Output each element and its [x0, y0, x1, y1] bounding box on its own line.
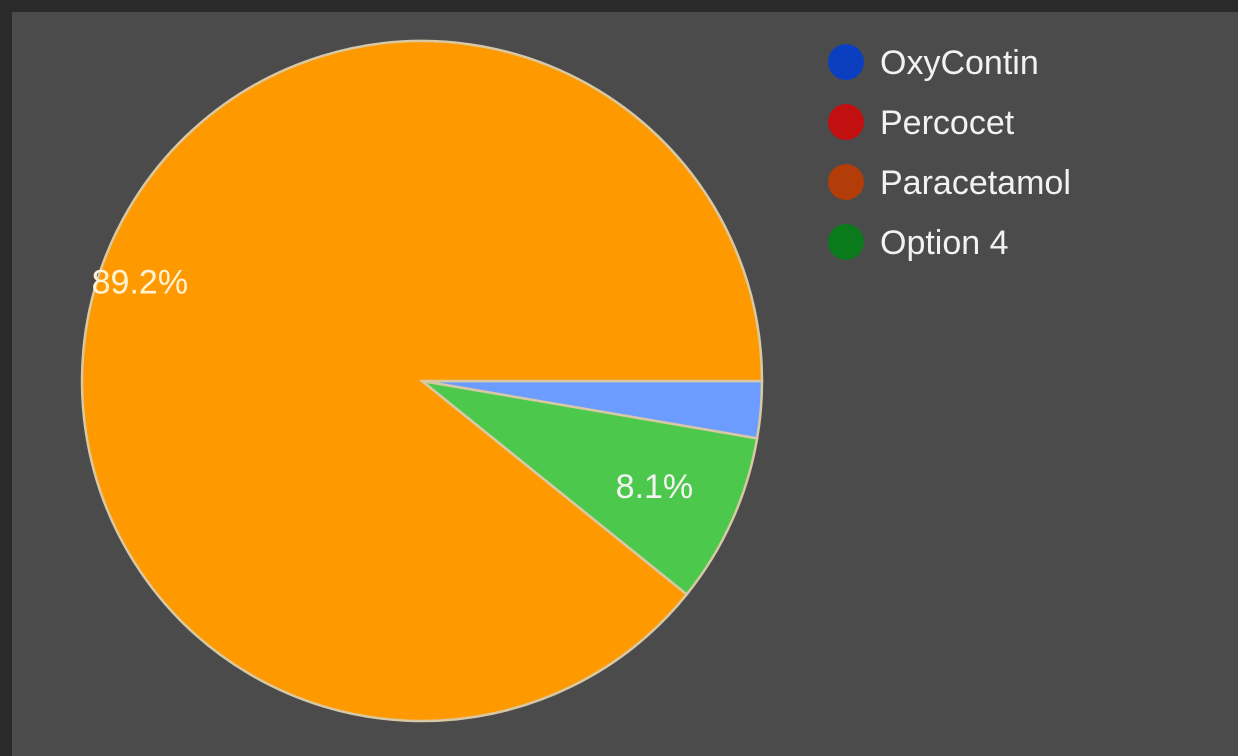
legend-label-percocet: Percocet — [880, 104, 1015, 142]
legend-label-paracetamol: Paracetamol — [880, 164, 1071, 202]
legend-swatch-option-4 — [828, 224, 864, 260]
legend-label-oxycontin: OxyContin — [880, 44, 1039, 82]
legend-label-option-4: Option 4 — [880, 224, 1009, 262]
legend-swatch-oxycontin — [828, 44, 864, 80]
legend-swatch-paracetamol — [828, 164, 864, 200]
data-label-option-4: 89.2% — [92, 263, 188, 301]
legend: OxyContin Percocet Paracetamol Option 4 — [828, 44, 1071, 262]
data-label-percocet: 8.1% — [616, 468, 694, 506]
pie-slice-percocet — [417, 378, 759, 597]
legend-swatch-percocet — [828, 104, 864, 140]
pie-slice-option-4 — [80, 39, 764, 723]
